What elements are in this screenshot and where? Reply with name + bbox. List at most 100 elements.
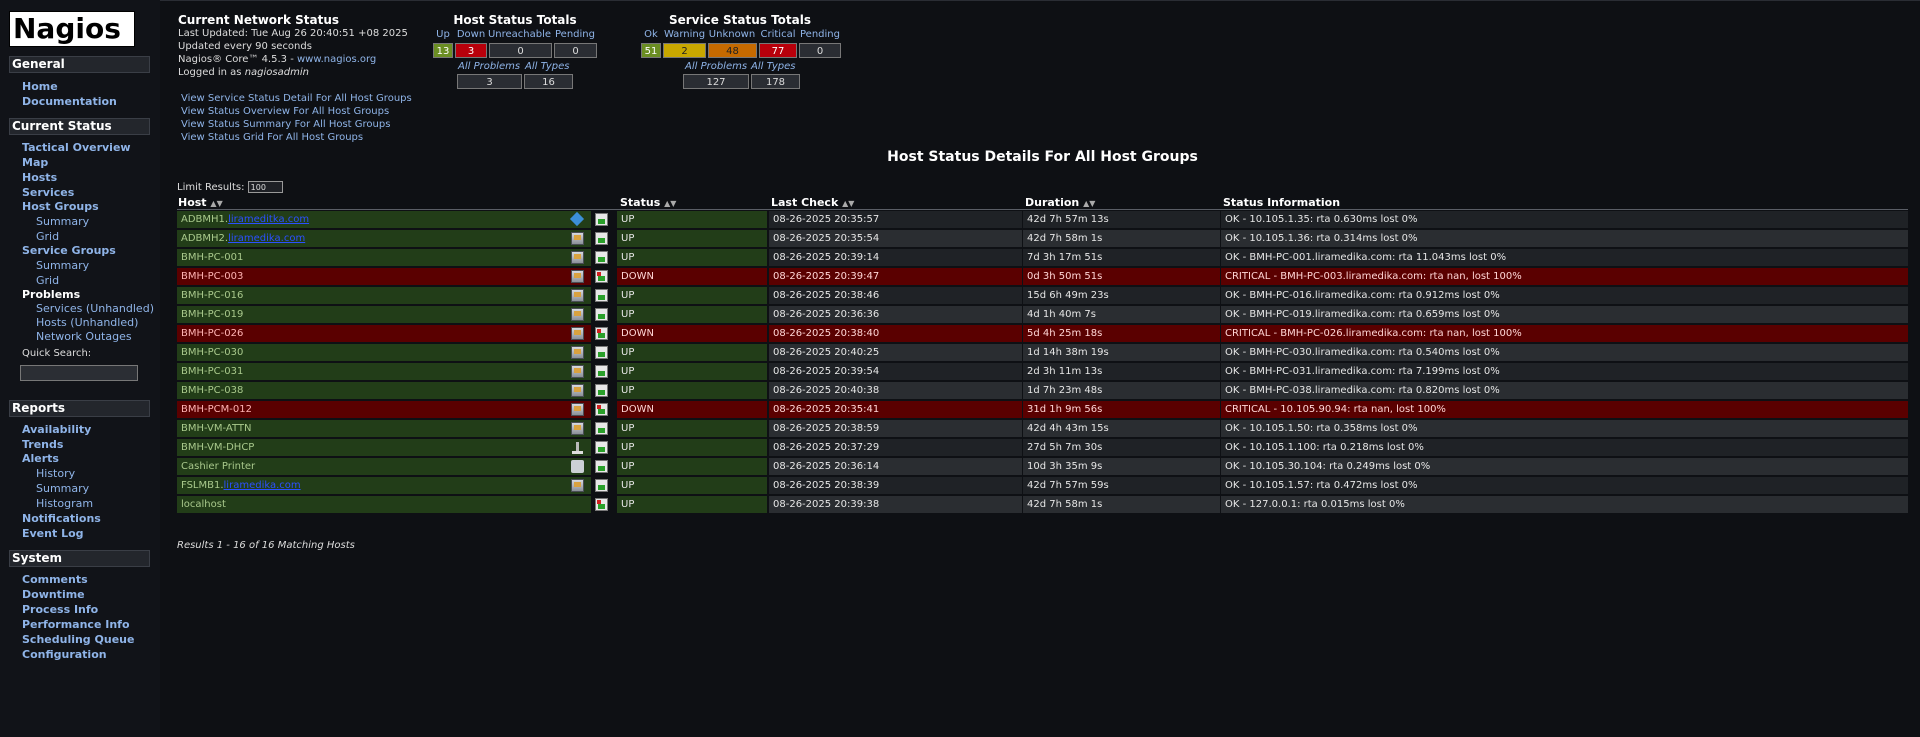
service-all-types-label[interactable]: All Types [751, 61, 796, 72]
host-link[interactable]: BMH-PC-026 [181, 328, 243, 339]
nav-downtime[interactable]: Downtime [22, 588, 85, 601]
host-link[interactable]: BMH-PC-030 [181, 347, 243, 358]
nagios-org-link[interactable]: www.nagios.org [296, 54, 377, 65]
nav-alerts[interactable]: Alerts [22, 452, 59, 465]
service-count-pending[interactable]: 0 [799, 43, 841, 58]
nav-problems-services-unhandled[interactable]: Unhandled [90, 302, 150, 315]
host-link[interactable]: Cashier Printer [181, 461, 255, 472]
col-header-status[interactable]: Status ▲▼ [620, 196, 676, 209]
nav-performance-info[interactable]: Performance Info [22, 618, 130, 631]
service-status-icon[interactable] [595, 327, 608, 340]
service-status-icon[interactable] [595, 403, 608, 416]
nav-problems-services-link[interactable]: Services [36, 302, 83, 315]
host-link[interactable]: BMH-PC-001 [181, 252, 243, 263]
col-header-duration[interactable]: Duration ▲▼ [1025, 196, 1095, 209]
service-status-icon[interactable] [595, 251, 608, 264]
service-status-icon[interactable] [595, 441, 608, 454]
host-all-problems-count[interactable]: 3 [457, 74, 522, 89]
windows-host-icon[interactable] [571, 232, 584, 245]
nav-service-groups[interactable]: Service Groups [22, 244, 116, 257]
nav-process-info[interactable]: Process Info [22, 603, 99, 616]
service-status-icon[interactable] [595, 270, 608, 283]
windows-host-icon[interactable] [571, 308, 584, 321]
service-status-icon[interactable] [595, 213, 608, 226]
service-status-icon[interactable] [595, 460, 608, 473]
service-count-warning[interactable]: 2 [663, 43, 706, 58]
service-count-ok[interactable]: 51 [641, 43, 661, 58]
nav-host-groups[interactable]: Host Groups [22, 200, 99, 213]
col-header-host[interactable]: Host ▲▼ [178, 196, 223, 209]
link-status-grid[interactable]: View Status Grid For All Host Groups [181, 132, 364, 143]
nav-problems-hosts-unhandled[interactable]: Unhandled [74, 316, 135, 329]
nagios-logo[interactable]: Nagios [9, 11, 135, 47]
service-all-problems-count[interactable]: 127 [683, 74, 749, 89]
nav-home[interactable]: Home [22, 80, 58, 93]
link-service-detail[interactable]: View Service Status Detail For All Host … [181, 93, 412, 104]
limit-results-select[interactable]: 100 [247, 181, 283, 193]
host-all-types-label[interactable]: All Types [525, 61, 570, 72]
sort-icon[interactable]: ▲▼ [210, 199, 223, 208]
service-status-icon[interactable] [595, 346, 608, 359]
nav-event-log[interactable]: Event Log [22, 527, 84, 540]
windows-host-icon[interactable] [571, 365, 584, 378]
host-count-unreachable[interactable]: 0 [489, 43, 552, 58]
host-link[interactable]: BMH-VM-DHCP [181, 442, 254, 453]
sort-icon[interactable]: ▲▼ [664, 199, 677, 208]
windows-host-icon[interactable] [571, 422, 584, 435]
nav-alerts-history[interactable]: History [36, 467, 76, 480]
nav-documentation[interactable]: Documentation [22, 95, 117, 108]
host-link[interactable]: ADBMH2.liramedika.com [181, 233, 305, 244]
windows-host-icon[interactable] [571, 346, 584, 359]
host-link[interactable]: ADBMH1.lirameditka.com [181, 214, 309, 225]
sort-icon[interactable]: ▲▼ [842, 199, 855, 208]
host-count-down[interactable]: 3 [455, 43, 487, 58]
service-status-icon[interactable] [595, 422, 608, 435]
printer-icon[interactable] [571, 460, 584, 473]
sort-icon[interactable]: ▲▼ [1083, 199, 1096, 208]
nav-hostgroups-grid[interactable]: Grid [36, 230, 60, 243]
nav-services[interactable]: Services [22, 186, 75, 199]
host-link[interactable]: BMH-PC-019 [181, 309, 243, 320]
service-all-problems-label[interactable]: All Problems [685, 61, 748, 72]
host-all-types-count[interactable]: 16 [524, 74, 573, 89]
service-status-icon[interactable] [595, 289, 608, 302]
nav-servicegroups-summary[interactable]: Summary [36, 259, 90, 272]
nav-scheduling-queue[interactable]: Scheduling Queue [22, 633, 135, 646]
windows-host-icon[interactable] [571, 289, 584, 302]
service-status-icon[interactable] [595, 498, 608, 511]
service-status-icon[interactable] [595, 232, 608, 245]
link-status-overview[interactable]: View Status Overview For All Host Groups [181, 106, 390, 117]
host-link[interactable]: BMH-PC-038 [181, 385, 243, 396]
nav-alerts-summary[interactable]: Summary [36, 482, 90, 495]
nav-availability[interactable]: Availability [22, 423, 92, 436]
windows-host-icon[interactable] [571, 270, 584, 283]
service-status-icon[interactable] [595, 479, 608, 492]
windows-host-icon[interactable] [571, 251, 584, 264]
host-link[interactable]: FSLMB1.liramedika.com [181, 480, 301, 491]
service-status-icon[interactable] [595, 365, 608, 378]
service-all-types-count[interactable]: 178 [751, 74, 800, 89]
nav-map[interactable]: Map [22, 156, 49, 169]
nav-trends[interactable]: Trends [22, 438, 64, 451]
windows-host-icon[interactable] [571, 327, 584, 340]
host-count-pending[interactable]: 0 [554, 43, 597, 58]
nav-hostgroups-summary[interactable]: Summary [36, 215, 90, 228]
quick-search-input[interactable] [20, 365, 138, 381]
col-header-last-check[interactable]: Last Check ▲▼ [771, 196, 854, 209]
diamond-icon[interactable] [569, 211, 585, 227]
nav-alerts-histogram[interactable]: Histogram [36, 497, 94, 510]
service-status-icon[interactable] [595, 308, 608, 321]
nav-tactical-overview[interactable]: Tactical Overview [22, 141, 131, 154]
host-link[interactable]: BMH-PCM-012 [181, 404, 252, 415]
host-link[interactable]: BMH-PC-003 [181, 271, 243, 282]
nav-notifications[interactable]: Notifications [22, 512, 101, 525]
nav-network-outages[interactable]: Network Outages [36, 330, 132, 343]
host-all-problems-label[interactable]: All Problems [458, 61, 521, 72]
network-icon[interactable] [571, 441, 584, 454]
nav-hosts[interactable]: Hosts [22, 171, 58, 184]
service-status-icon[interactable] [595, 384, 608, 397]
host-link[interactable]: BMH-VM-ATTN [181, 423, 251, 434]
nav-comments[interactable]: Comments [22, 573, 88, 586]
host-link[interactable]: localhost [181, 499, 226, 510]
host-count-up[interactable]: 13 [433, 43, 453, 58]
